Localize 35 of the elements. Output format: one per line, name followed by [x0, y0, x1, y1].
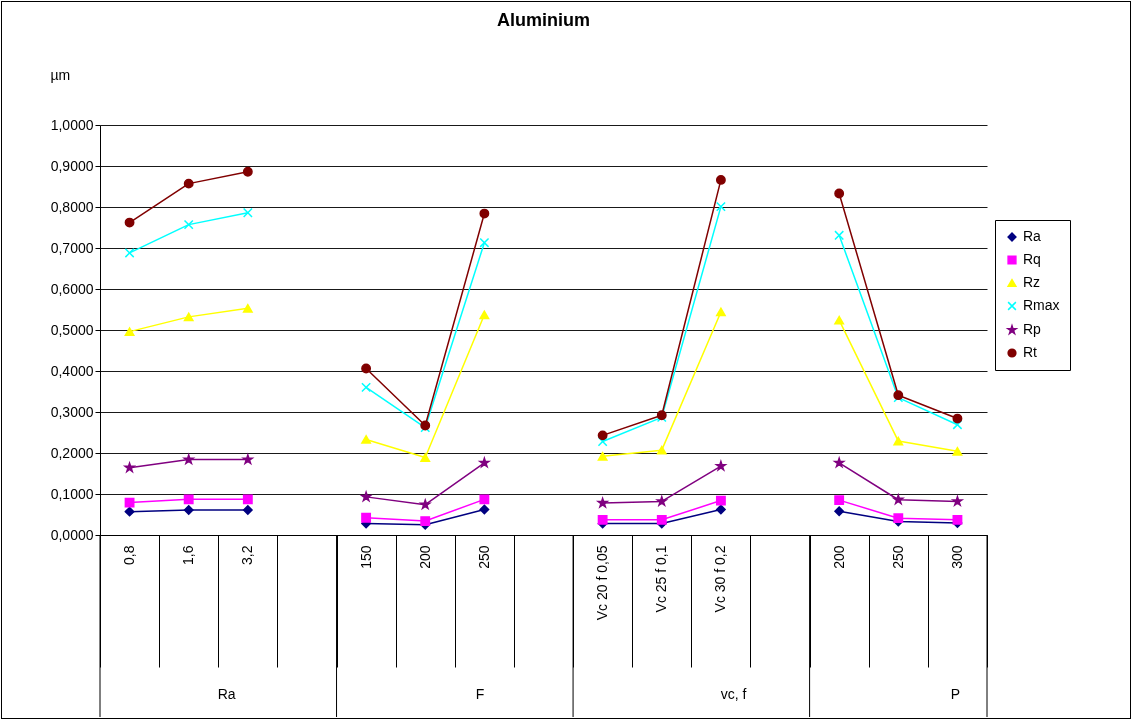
x-tick-label: 250: [889, 545, 906, 569]
y-tick-label: 0,7000: [50, 239, 94, 256]
chart-title: Aluminium: [497, 10, 590, 30]
x-tick-label: 3,2: [239, 545, 256, 565]
legend-label: Rp: [1023, 321, 1042, 337]
x-tick-label: Vc 25 f 0,1: [653, 545, 670, 613]
text: Ra: [217, 686, 236, 702]
y-tick-label: 0,3000: [50, 403, 94, 420]
legend-label: Rmax: [1023, 297, 1060, 313]
y-tick-label: 0,2000: [50, 444, 94, 461]
y-tick-label: 0,1000: [50, 485, 94, 502]
x-tick-label: 1,6: [180, 545, 197, 565]
y-tick-label: 0,9000: [50, 157, 94, 174]
x-tick-label: 250: [475, 545, 492, 569]
y-tick-label: 0,8000: [50, 198, 94, 215]
text: vc, f: [720, 686, 747, 702]
y-axis-title: µm: [50, 66, 71, 83]
y-tick-label: 0,0000: [50, 526, 94, 543]
legend-label: Rz: [1023, 274, 1041, 290]
y-tick-label: 0,5000: [50, 321, 94, 338]
x-tick-label: Vc 30 f 0,2: [712, 545, 729, 613]
y-tick-label: 0,4000: [50, 362, 94, 379]
x-tick-label: 200: [416, 545, 433, 569]
x-tick-label: 200: [830, 545, 847, 569]
legend-label: Rq: [1023, 251, 1041, 267]
legend-label: Rt: [1023, 344, 1038, 360]
text: P: [950, 686, 960, 702]
x-tick-label: 300: [948, 545, 965, 569]
x-tick-label: 150: [357, 545, 374, 569]
legend-label: Ra: [1023, 228, 1042, 244]
y-tick-label: 0,6000: [50, 280, 94, 297]
x-tick-label: Vc 20 f 0,05: [594, 545, 611, 621]
x-tick-label: 0,8: [121, 545, 138, 565]
text: F: [475, 686, 485, 702]
y-tick-label: 1,0000: [50, 116, 94, 133]
